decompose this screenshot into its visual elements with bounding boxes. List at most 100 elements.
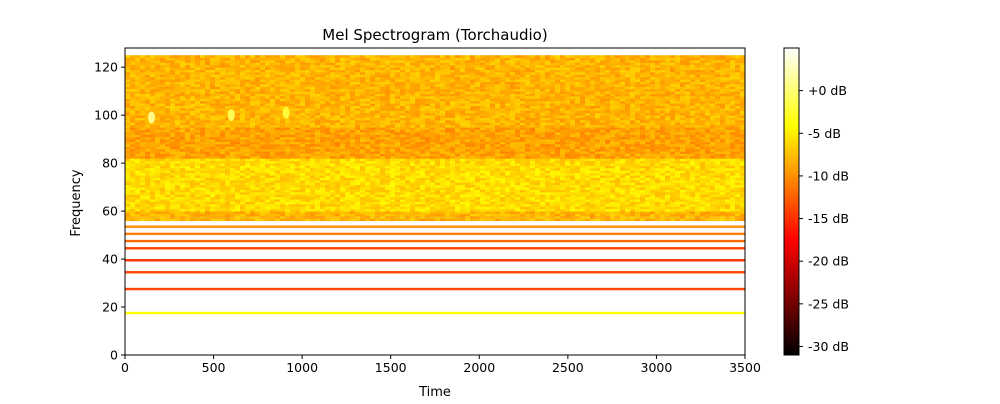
spectrogram-cell <box>320 184 326 188</box>
spectrogram-cell <box>430 187 436 190</box>
spectrogram-cell <box>260 141 266 145</box>
spectrogram-cell <box>510 170 516 174</box>
spectrogram-cell <box>260 211 266 214</box>
spectrogram-cell <box>425 215 431 219</box>
spectrogram-cell <box>710 158 716 162</box>
spectrogram-cell <box>440 215 446 219</box>
spectrogram-cell <box>350 134 356 138</box>
spectrogram-cell <box>420 208 426 212</box>
spectrogram-cell <box>225 182 231 186</box>
spectrogram-cell <box>550 134 556 138</box>
spectrogram-cell <box>450 201 456 205</box>
spectrogram-cell <box>305 211 311 214</box>
spectrogram-cell <box>565 199 571 202</box>
spectrogram-cell <box>520 170 526 174</box>
spectrogram-cell <box>355 143 361 147</box>
spectrogram-cell <box>325 199 331 202</box>
spectrogram-cell <box>505 196 511 200</box>
spectrogram-cell <box>220 175 226 178</box>
spectrogram-cell <box>605 160 611 164</box>
spectrogram-cell <box>210 211 216 214</box>
spectrogram-cell <box>225 148 231 152</box>
spectrogram-cell <box>200 136 206 140</box>
spectrogram-cell <box>490 206 496 210</box>
spectrogram-cell <box>520 175 526 178</box>
spectrogram-cell <box>230 201 236 205</box>
spectrogram-cell <box>230 143 236 147</box>
spectrogram-cell <box>220 139 226 142</box>
spectrogram-cell <box>640 143 646 147</box>
spectrogram-cell <box>680 206 686 210</box>
spectrogram-cell <box>360 158 366 162</box>
spectrogram-cell <box>550 151 556 154</box>
spectrogram-cell <box>650 170 656 174</box>
spectrogram-cell <box>565 124 571 128</box>
spectrogram-cell <box>570 215 576 219</box>
spectrogram-cell <box>550 215 556 219</box>
spectrogram-cell <box>490 146 496 150</box>
spectrogram-cell <box>355 129 361 133</box>
spectrogram-cell <box>365 139 371 142</box>
spectrogram-cell <box>575 211 581 214</box>
spectrogram-cell <box>355 194 361 198</box>
spectrogram-cell <box>325 191 331 195</box>
spectrogram-cell <box>180 127 186 130</box>
broadband-region <box>125 55 746 222</box>
spectrogram-cell <box>135 203 141 207</box>
spectrogram-cell <box>680 167 686 171</box>
spectrogram-cell <box>495 163 501 166</box>
spectrogram-cell <box>135 199 141 202</box>
spectrogram-cell <box>705 143 711 147</box>
spectrogram-cell <box>185 175 191 178</box>
spectrogram-cell <box>690 206 696 210</box>
spectrogram-cell <box>705 179 711 183</box>
spectrogram-cell <box>485 191 491 195</box>
spectrogram-cell <box>335 163 341 166</box>
spectrogram-cell <box>150 206 156 210</box>
spectrogram-cell <box>400 208 406 212</box>
spectrogram-cell <box>685 146 691 150</box>
spectrogram-cell <box>530 158 536 162</box>
spectrogram-cell <box>470 208 476 212</box>
spectrogram-cell <box>540 170 546 174</box>
spectrogram-cell <box>260 148 266 152</box>
spectrogram-cell <box>140 215 146 219</box>
spectrogram-cell <box>200 141 206 145</box>
spectrogram-cell <box>500 146 506 150</box>
spectrogram-cell <box>705 155 711 159</box>
spectrogram-cell <box>660 139 666 142</box>
spectrogram-cell <box>675 199 681 202</box>
spectrogram-cell <box>385 199 391 202</box>
spectrogram-cell <box>410 143 416 147</box>
spectrogram-cell <box>215 139 221 142</box>
spectrogram-cell <box>485 172 491 176</box>
spectrogram-cell <box>190 172 196 176</box>
spectrogram-cell <box>685 215 691 219</box>
spectrogram-cell <box>710 134 716 138</box>
spectrogram-cell <box>160 134 166 138</box>
spectrogram-cell <box>500 158 506 162</box>
spectrogram-cell <box>305 177 311 181</box>
spectrogram-cell <box>275 194 281 198</box>
spectrogram-cell <box>390 177 396 181</box>
spectrogram-cell <box>410 203 416 207</box>
spectrogram-cell <box>280 213 286 217</box>
spectrogram-cell <box>195 191 201 195</box>
spectrogram-cell <box>555 206 561 210</box>
spectrogram-cell <box>590 211 596 214</box>
spectrogram-cell <box>335 175 341 178</box>
spectrogram-cell <box>570 165 576 169</box>
spectrogram-cell <box>250 158 256 162</box>
spectrogram-cell <box>125 211 131 214</box>
spectrogram-cell <box>175 148 181 152</box>
spectrogram-cell <box>300 170 306 174</box>
spectrogram-cell <box>540 196 546 200</box>
spectrogram-cell <box>610 139 616 142</box>
spectrogram-cell <box>570 177 576 181</box>
spectrogram-cell <box>505 172 511 176</box>
spectrogram-cell <box>425 201 431 205</box>
spectrogram-cell <box>225 170 231 174</box>
spectrogram-cell <box>410 182 416 186</box>
spectrogram-cell <box>510 208 516 212</box>
spectrogram-cell <box>295 203 301 207</box>
